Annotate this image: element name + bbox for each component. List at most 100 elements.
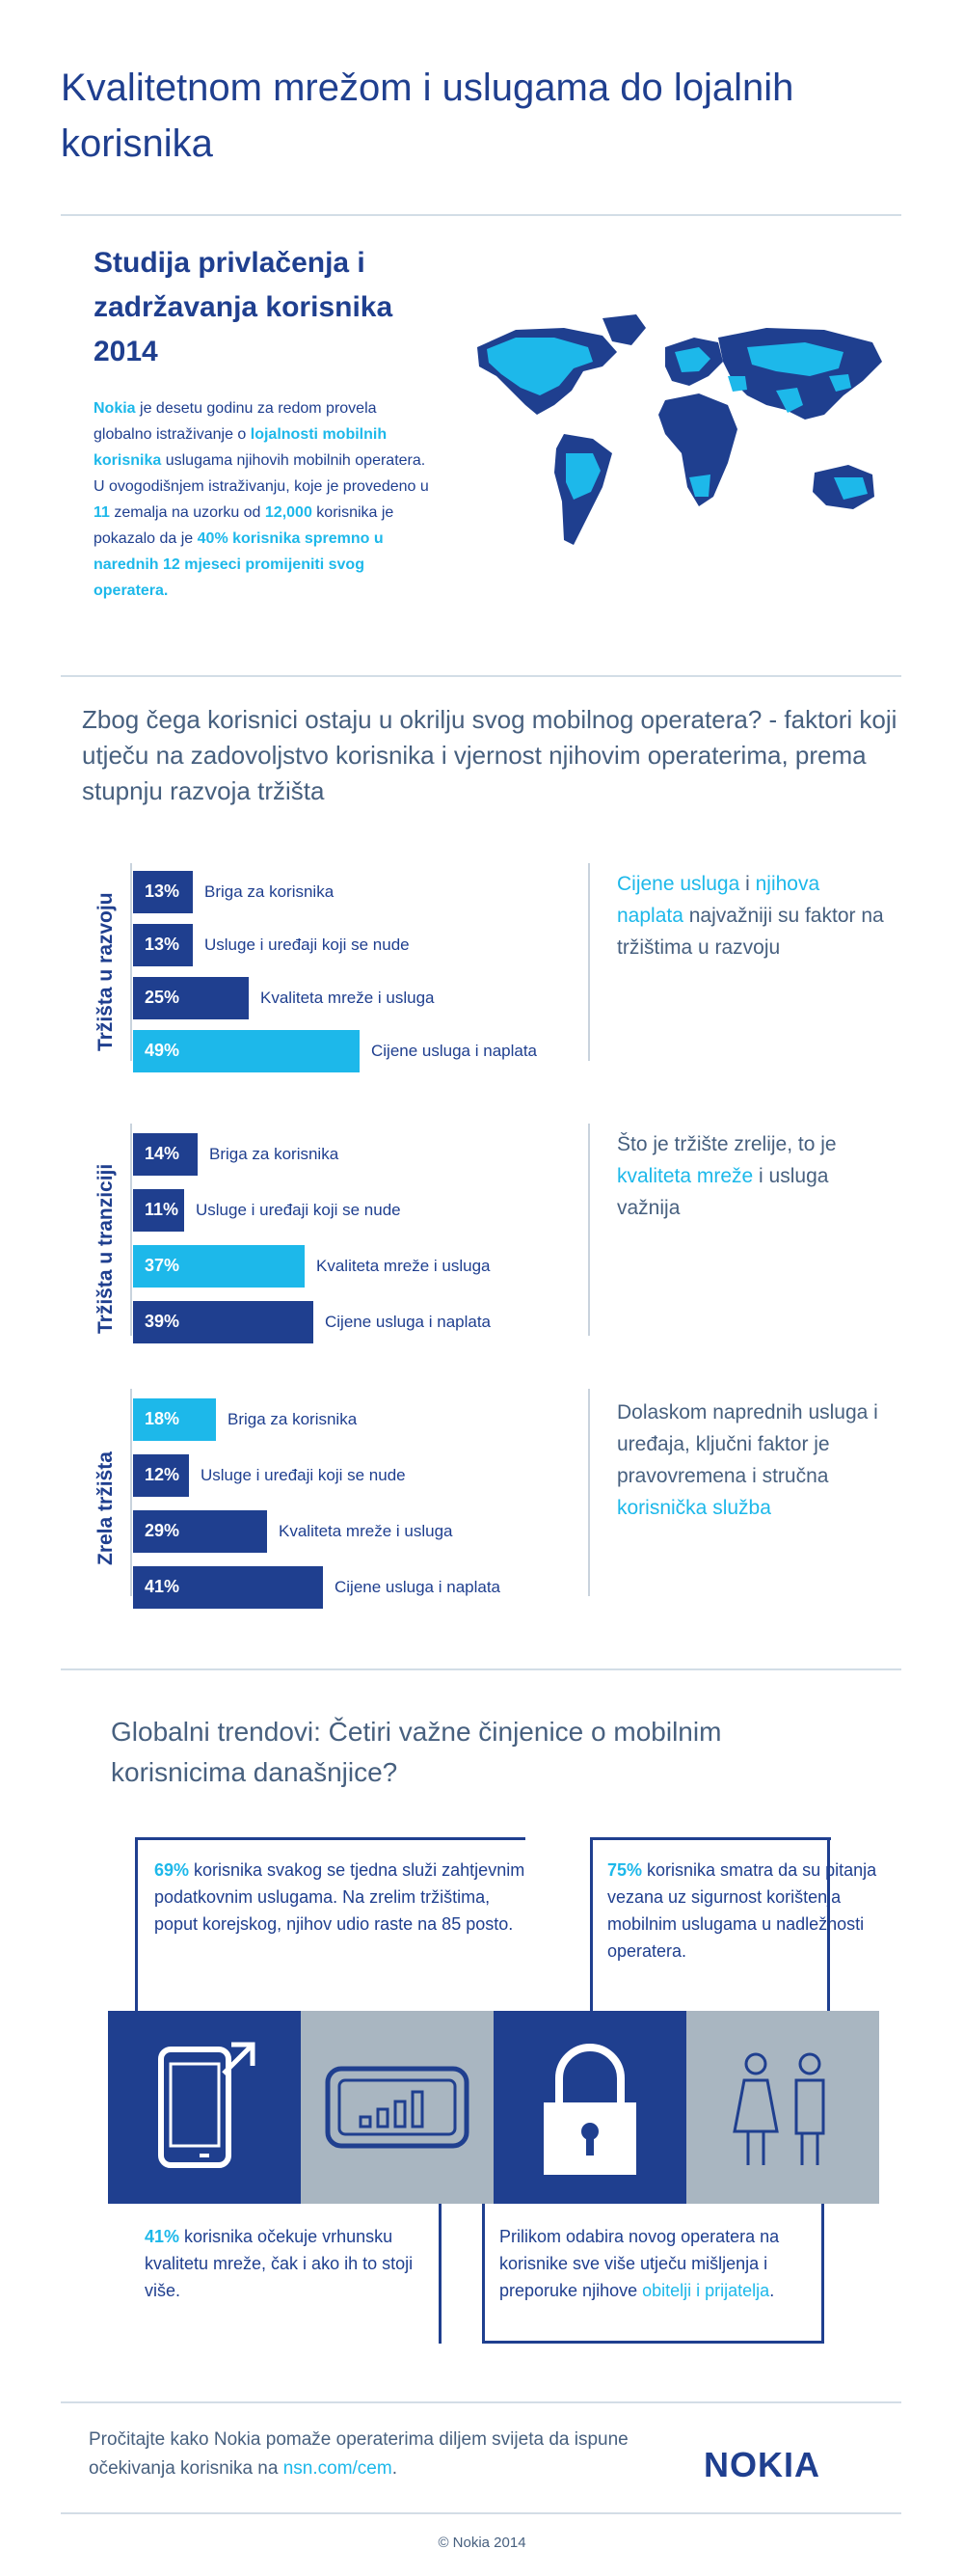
trend-percent: 69%	[154, 1860, 190, 1880]
trend-text-1: 69% korisnika svakog se tjedna služi zah…	[154, 1857, 530, 1938]
trend-percent: 75%	[607, 1860, 643, 1880]
note-highlight: Cijene usluga	[617, 873, 740, 895]
signal-bars-icon	[325, 2066, 469, 2149]
trend-text-4: Prilikom odabira novog operatera na kori…	[499, 2223, 808, 2304]
note-mature: Dolaskom naprednih usluga i uređaja, klj…	[617, 1396, 892, 1524]
note-highlight: kvaliteta mreže	[617, 1165, 754, 1187]
bar-value-label: 41%	[145, 1577, 180, 1596]
divider	[61, 675, 901, 677]
bar-category-label: Kvaliteta mreže i usluga	[279, 1522, 453, 1540]
bar: 29%	[133, 1510, 267, 1553]
study-text: Nokia je desetu godinu za redom provela …	[94, 395, 431, 604]
note-highlight: njihova naplata	[617, 873, 820, 927]
study-text-part: zemalja na uzorku od	[109, 504, 265, 521]
footer-text: Pročitajte kako Nokia pomaže operaterima…	[89, 2426, 667, 2483]
bar-row: 49% Cijene usluga i naplata	[133, 1030, 596, 1072]
family-icon	[733, 2052, 825, 2165]
divider	[61, 2512, 901, 2514]
bar-row: 25% Kvaliteta mreže i usluga	[133, 977, 596, 1019]
bar-row: 13% Briga za korisnika	[133, 871, 596, 913]
divider	[61, 214, 901, 216]
chart-question: Zbog čega korisnici ostaju u okrilju svo…	[82, 705, 897, 805]
connector-line	[590, 1837, 831, 1840]
trends-title: Globalni trendovi: Četiri važne činjenic…	[111, 1717, 722, 1787]
bar: 12%	[133, 1454, 189, 1497]
connector-line	[135, 1837, 525, 1840]
bar-category-label: Usluge i uređaji koji se nude	[201, 1466, 406, 1484]
bar-value-label: 11%	[145, 1200, 179, 1219]
note-separator	[588, 1389, 590, 1596]
bar-category-label: Briga za korisnika	[228, 1410, 358, 1428]
bar: 13%	[133, 871, 193, 913]
note-text: Dolaskom naprednih usluga i uređaja, klj…	[617, 1401, 878, 1487]
bar: 37%	[133, 1245, 305, 1288]
nokia-highlight: Nokia	[94, 400, 136, 417]
trend-body: .	[769, 2281, 775, 2300]
world-map-icon	[477, 314, 882, 545]
trend-text-3: 41% korisnika očekuje vrhunsku kvalitetu…	[145, 2223, 415, 2304]
bar-category-label: Briga za korisnika	[209, 1145, 339, 1163]
family-tile	[686, 2011, 879, 2204]
chart-axis	[130, 1389, 132, 1596]
connector-line	[827, 1837, 830, 2011]
nokia-logo: NOKIA	[704, 2445, 820, 2484]
bar-value-label: 13%	[145, 935, 180, 954]
note-text: i	[739, 873, 756, 895]
bar-value-label: 12%	[145, 1465, 180, 1484]
bar-category-label: Cijene usluga i naplata	[371, 1042, 538, 1060]
chart-axis	[130, 863, 132, 1061]
bar-row: 13% Usluge i uređaji koji se nude	[133, 924, 596, 966]
connector-line	[482, 2341, 824, 2344]
bar: 25%	[133, 977, 249, 1019]
bar-value-label: 18%	[145, 1409, 180, 1428]
bar: 13%	[133, 924, 193, 966]
bar: 14%	[133, 1133, 198, 1176]
note-developing: Cijene usluga i njihova naplata najvažni…	[617, 868, 887, 963]
bar-category-label: Kvaliteta mreže i usluga	[260, 989, 435, 1007]
study-text-part: je desetu godinu za redom provela global…	[94, 400, 377, 443]
bar-category-label: Cijene usluga i naplata	[335, 1578, 501, 1596]
bar-category-label: Cijene usluga i naplata	[325, 1313, 492, 1331]
chart-group-transition: Tržišta u tranziciji 14% Briga za korisni…	[87, 1124, 588, 1343]
bar: 41%	[133, 1566, 323, 1609]
padlock-icon	[544, 2044, 636, 2175]
study-text-part: uslugama njihovih mobilnih operatera. U …	[94, 452, 429, 495]
chart-group-mature: Zrela tržišta 18% Briga za korisnika 12% Us…	[87, 1389, 588, 1609]
group-label: Tržišta u tranziciji	[94, 1163, 117, 1334]
padlock-tile	[494, 2011, 686, 2204]
trend-percent: 41%	[145, 2227, 180, 2246]
bar-row: 37% Kvaliteta mreže i usluga	[133, 1245, 596, 1288]
bar: 11%	[133, 1189, 184, 1232]
copyright: © Nokia 2014	[438, 2535, 526, 2551]
note-text: Što je tržište zrelije, to je	[617, 1133, 837, 1155]
note-transition: Što je tržište zrelije, to je kvaliteta …	[617, 1128, 897, 1224]
bar-category-label: Usluge i uređaji koji se nude	[196, 1201, 401, 1219]
bar-row: 18% Briga za korisnika	[133, 1398, 596, 1441]
trend-body: Prilikom odabira novog operatera na kori…	[499, 2227, 780, 2300]
bar-row: 12% Usluge i uređaji koji se nude	[133, 1454, 596, 1497]
bar-value-label: 14%	[145, 1144, 180, 1163]
trend-body: korisnika svakog se tjedna služi zahtjev…	[154, 1860, 525, 1934]
footer-link[interactable]: nsn.com/cem	[282, 2458, 392, 2479]
trend-text-2: 75% korisnika smatra da su pitanja vezan…	[607, 1857, 877, 1965]
bar-category-label: Usluge i uređaji koji se nude	[204, 935, 410, 954]
divider	[61, 1668, 901, 1670]
connector-line	[821, 2204, 824, 2344]
note-text: najvažniji su faktor na tržištima u razv…	[617, 905, 884, 959]
bar-row: 11% Usluge i uređaji koji se nude	[133, 1189, 596, 1232]
footer-body: Pročitajte kako Nokia pomaže operaterima…	[89, 2429, 629, 2479]
sample-highlight: 12,000	[264, 504, 312, 521]
note-separator	[588, 1124, 590, 1336]
divider	[61, 2401, 901, 2403]
connector-line	[590, 1837, 593, 2011]
bar-value-label: 29%	[145, 1521, 180, 1540]
chart-group-developing: Tržišta u razvoju 13% Briga za korisnika 1…	[87, 863, 588, 1072]
bar: 49%	[133, 1030, 360, 1072]
bar-row: 14% Briga za korisnika	[133, 1133, 596, 1176]
note-highlight: korisnička služba	[617, 1497, 771, 1519]
smartphone-icon	[158, 2042, 255, 2168]
connector-line	[135, 1837, 138, 2011]
group-label: Zrela tržišta	[94, 1451, 117, 1565]
trend-body: korisnika smatra da su pitanja vezana uz…	[607, 1860, 877, 1961]
note-text: i usluga važnija	[617, 1165, 829, 1219]
